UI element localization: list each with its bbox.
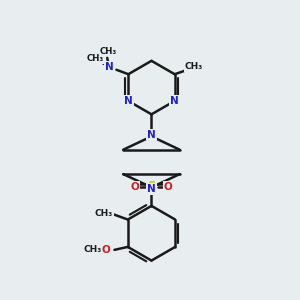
Text: CH₃: CH₃ [95,209,113,218]
Text: O: O [131,182,140,192]
Text: N: N [105,62,113,72]
Text: N: N [147,184,156,194]
Text: N: N [147,130,156,140]
Text: CH₃: CH₃ [83,245,101,254]
Text: CH₃: CH₃ [100,46,117,56]
Text: O: O [164,182,172,192]
Text: S: S [147,180,156,193]
Text: O: O [101,245,110,255]
Text: N: N [124,96,133,106]
Text: CH₃: CH₃ [185,62,203,71]
Text: N: N [170,96,179,106]
Text: CH₃: CH₃ [87,54,104,63]
